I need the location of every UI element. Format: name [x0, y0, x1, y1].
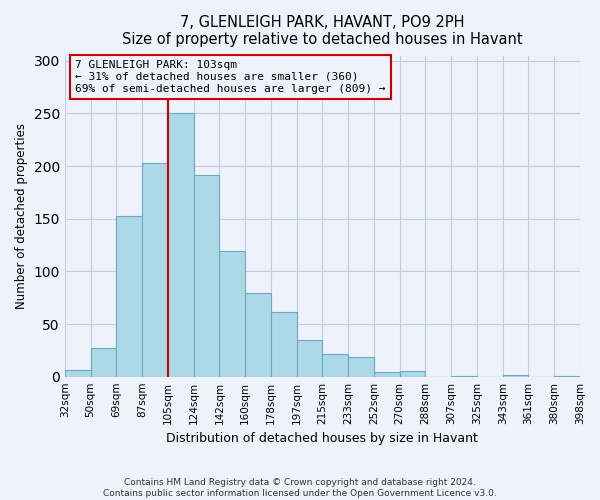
Bar [142, 163, 168, 376]
Y-axis label: Number of detached properties: Number of detached properties [15, 123, 28, 309]
Bar [503, 374, 529, 376]
Bar [296, 340, 322, 376]
Bar [400, 372, 425, 376]
Bar [65, 370, 91, 376]
Bar [220, 252, 245, 376]
X-axis label: Distribution of detached houses by size in Havant: Distribution of detached houses by size … [166, 432, 478, 445]
Bar [374, 372, 400, 376]
Bar [91, 348, 116, 376]
Bar [348, 356, 374, 376]
Bar [194, 174, 220, 376]
Text: Contains HM Land Registry data © Crown copyright and database right 2024.
Contai: Contains HM Land Registry data © Crown c… [103, 478, 497, 498]
Bar [245, 294, 271, 376]
Bar [168, 114, 194, 376]
Bar [116, 216, 142, 376]
Bar [271, 312, 296, 376]
Title: 7, GLENLEIGH PARK, HAVANT, PO9 2PH
Size of property relative to detached houses : 7, GLENLEIGH PARK, HAVANT, PO9 2PH Size … [122, 15, 523, 48]
Bar [322, 354, 348, 376]
Text: 7 GLENLEIGH PARK: 103sqm
← 31% of detached houses are smaller (360)
69% of semi-: 7 GLENLEIGH PARK: 103sqm ← 31% of detach… [75, 60, 386, 94]
